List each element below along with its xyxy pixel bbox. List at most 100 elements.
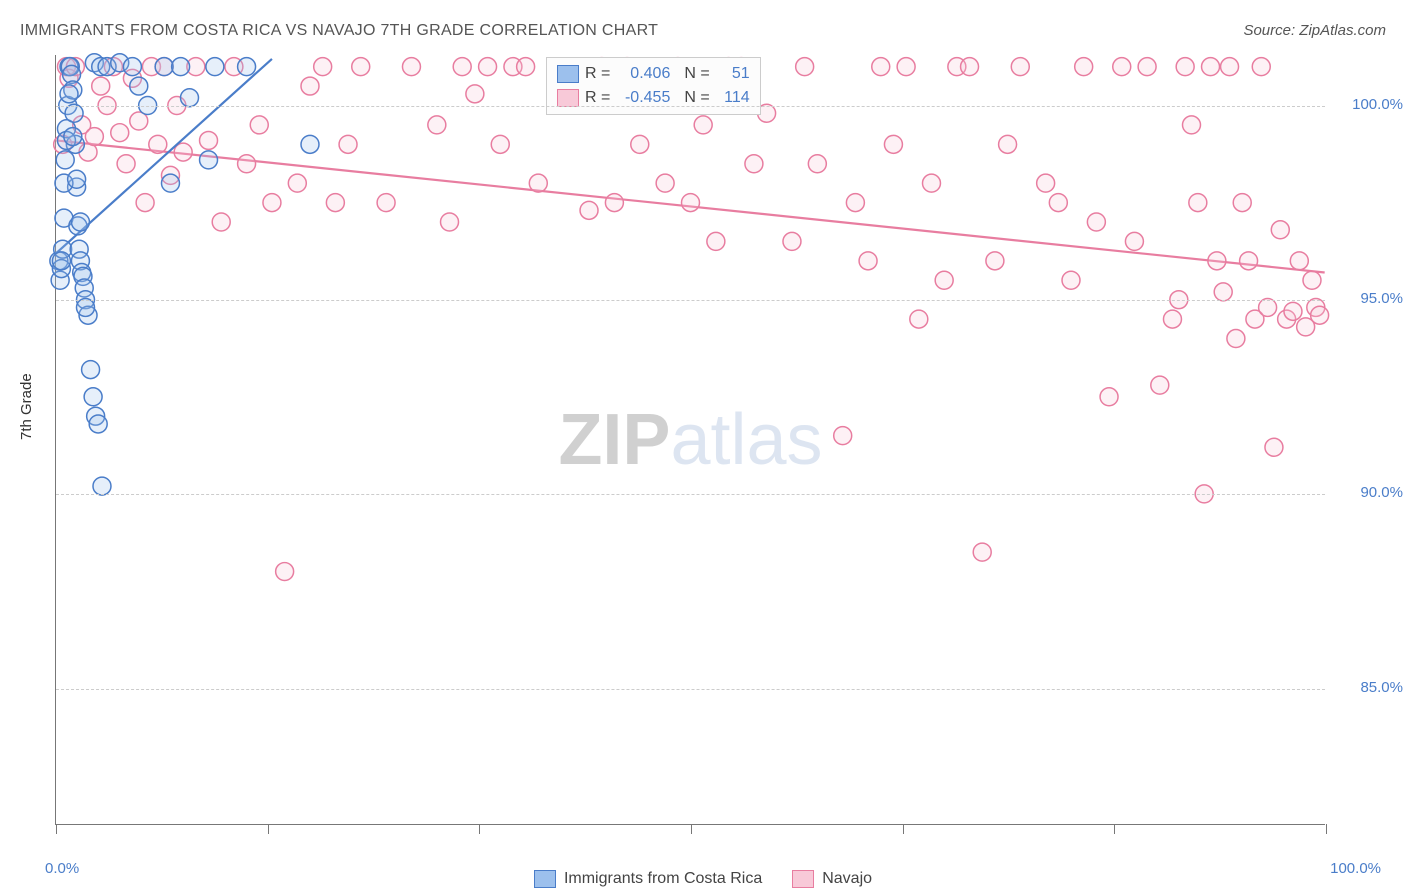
data-point-navajo [200,131,218,149]
data-point-navajo [250,116,268,134]
data-point-navajo [1221,58,1239,76]
data-point-navajo [1227,330,1245,348]
n-value: 51 [716,62,750,86]
data-point-navajo [1202,58,1220,76]
data-point-navajo [276,563,294,581]
data-point-navajo [694,116,712,134]
data-point-costarica [65,104,83,122]
data-point-navajo [1271,221,1289,239]
data-point-navajo [1151,376,1169,394]
data-point-navajo [212,213,230,231]
data-point-navajo [707,232,725,250]
data-point-navajo [1252,58,1270,76]
data-point-costarica [77,298,95,316]
data-point-navajo [910,310,928,328]
data-point-navajo [111,124,129,142]
data-point-navajo [517,58,535,76]
data-point-navajo [339,135,357,153]
data-point-navajo [1290,252,1308,270]
data-point-navajo [580,201,598,219]
legend-swatch-navajo [792,870,814,888]
data-point-costarica [155,58,173,76]
data-point-navajo [428,116,446,134]
data-point-navajo [136,194,154,212]
data-point-navajo [1062,271,1080,289]
gridline [56,300,1325,301]
data-point-navajo [999,135,1017,153]
data-point-navajo [441,213,459,231]
data-point-costarica [301,135,319,153]
data-point-navajo [884,135,902,153]
chart-title: IMMIGRANTS FROM COSTA RICA VS NAVAJO 7TH… [20,22,658,40]
data-point-costarica [238,58,256,76]
data-point-costarica [89,415,107,433]
data-point-navajo [961,58,979,76]
data-point-costarica [56,151,74,169]
data-point-costarica [84,388,102,406]
legend-item-costarica: Immigrants from Costa Rica [534,870,762,888]
data-point-navajo [491,135,509,153]
data-point-costarica [172,58,190,76]
data-point-navajo [117,155,135,173]
data-point-navajo [263,194,281,212]
x-tick [56,824,57,834]
data-point-navajo [1100,388,1118,406]
x-tick [903,824,904,834]
data-point-navajo [1240,252,1258,270]
data-point-costarica [161,174,179,192]
data-point-navajo [453,58,471,76]
data-point-costarica [200,151,218,169]
data-point-navajo [466,85,484,103]
data-point-navajo [1113,58,1131,76]
stats-row: R =0.406 N = 51 [557,62,750,86]
legend-item-navajo: Navajo [792,870,872,888]
data-point-navajo [1265,438,1283,456]
data-point-navajo [796,58,814,76]
r-value: 0.406 [616,62,670,86]
stats-swatch [557,89,579,107]
y-tick-label: 90.0% [1333,484,1403,501]
data-point-navajo [1311,306,1329,324]
n-label: N = [684,62,709,86]
data-point-navajo [922,174,940,192]
data-point-navajo [1087,213,1105,231]
data-point-navajo [872,58,890,76]
r-label: R = [585,62,610,86]
data-point-costarica [206,58,224,76]
data-point-navajo [1011,58,1029,76]
data-point-navajo [1138,58,1156,76]
source-label: Source: ZipAtlas.com [1243,22,1386,39]
data-point-navajo [1189,194,1207,212]
gridline [56,689,1325,690]
data-point-navajo [529,174,547,192]
data-point-costarica [93,477,111,495]
legend-label-costarica: Immigrants from Costa Rica [564,870,762,888]
y-tick-label: 100.0% [1333,96,1403,113]
data-point-navajo [1208,252,1226,270]
stats-swatch [557,65,579,83]
data-point-navajo [745,155,763,173]
data-point-navajo [605,194,623,212]
data-point-costarica [130,77,148,95]
data-point-navajo [973,543,991,561]
data-point-navajo [1284,302,1302,320]
gridline [56,494,1325,495]
data-point-navajo [352,58,370,76]
data-point-navajo [92,77,110,95]
data-point-costarica [123,58,141,76]
data-point-navajo [935,271,953,289]
data-point-navajo [897,58,915,76]
data-point-navajo [326,194,344,212]
data-point-navajo [314,58,332,76]
legend-label-navajo: Navajo [822,870,872,888]
x-tick [691,824,692,834]
plot-area: ZIPatlas R =0.406N =51R =-0.455N =114 [55,55,1325,825]
data-point-costarica [52,252,70,270]
legend-swatch-costarica [534,870,556,888]
data-point-navajo [288,174,306,192]
data-point-navajo [1176,58,1194,76]
data-point-navajo [377,194,395,212]
data-point-costarica [64,128,82,146]
data-point-navajo [301,77,319,95]
data-point-navajo [1075,58,1093,76]
